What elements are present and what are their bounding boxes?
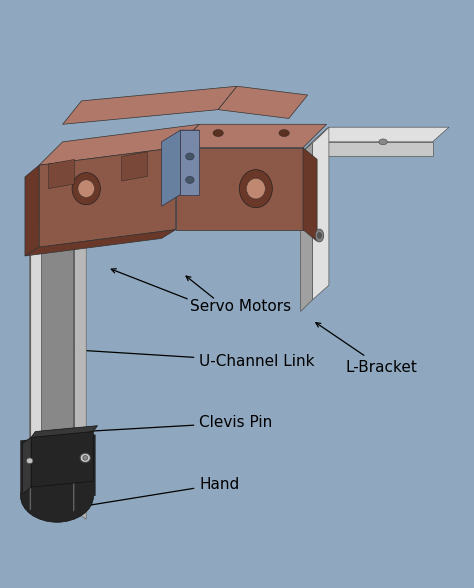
Polygon shape [41,209,74,510]
Polygon shape [312,127,329,300]
Polygon shape [31,426,98,437]
Ellipse shape [318,232,321,238]
Polygon shape [25,165,39,256]
Polygon shape [303,148,317,241]
Polygon shape [121,152,147,181]
Text: U-Channel Link: U-Channel Link [74,348,315,369]
Polygon shape [23,437,31,494]
Polygon shape [181,130,199,195]
Ellipse shape [279,129,289,136]
Polygon shape [312,142,433,156]
Polygon shape [218,86,308,118]
Ellipse shape [239,170,273,208]
Polygon shape [176,124,327,148]
Ellipse shape [186,153,194,160]
Polygon shape [48,159,74,189]
Polygon shape [39,124,199,165]
Polygon shape [301,142,312,312]
Ellipse shape [27,458,33,464]
Polygon shape [301,127,329,153]
Ellipse shape [379,139,387,145]
Polygon shape [39,148,176,247]
Polygon shape [312,127,449,142]
Ellipse shape [246,178,265,199]
Text: Servo Motors: Servo Motors [190,299,291,315]
Polygon shape [30,209,41,510]
Polygon shape [30,209,86,230]
Polygon shape [30,220,31,510]
Ellipse shape [20,470,93,522]
Polygon shape [73,221,74,512]
Ellipse shape [186,176,194,183]
Text: Clevis Pin: Clevis Pin [88,415,273,433]
Ellipse shape [315,229,324,242]
Polygon shape [20,435,96,496]
Ellipse shape [83,456,88,460]
Polygon shape [63,86,237,124]
Ellipse shape [213,129,223,136]
Ellipse shape [80,453,91,463]
Text: Hand: Hand [72,477,239,510]
Polygon shape [162,130,181,206]
Text: L-Bracket: L-Bracket [316,323,417,375]
Polygon shape [74,221,86,519]
Polygon shape [25,230,176,256]
Polygon shape [166,130,199,142]
Polygon shape [31,432,93,487]
Polygon shape [176,148,303,230]
Ellipse shape [78,180,94,198]
Ellipse shape [72,172,100,205]
